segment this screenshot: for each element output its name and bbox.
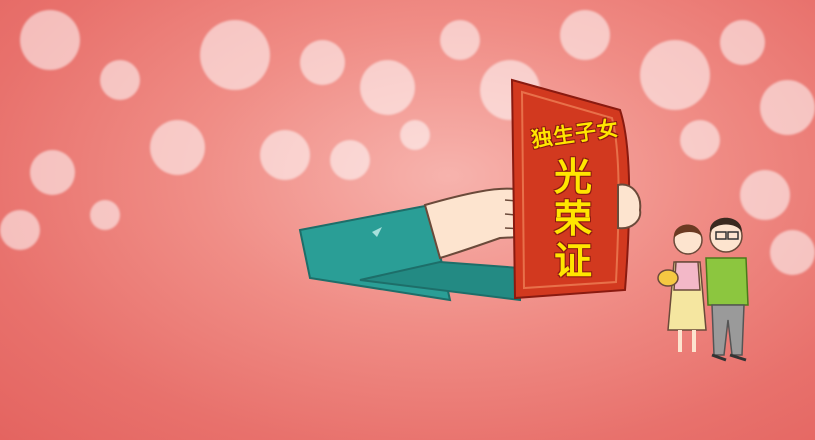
certificate-char-1: 光 <box>553 155 592 199</box>
certificate-char-2: 荣 <box>553 197 592 241</box>
certificate-title-main: 光 荣 证 <box>548 156 598 282</box>
certificate-char-3: 证 <box>553 239 592 283</box>
